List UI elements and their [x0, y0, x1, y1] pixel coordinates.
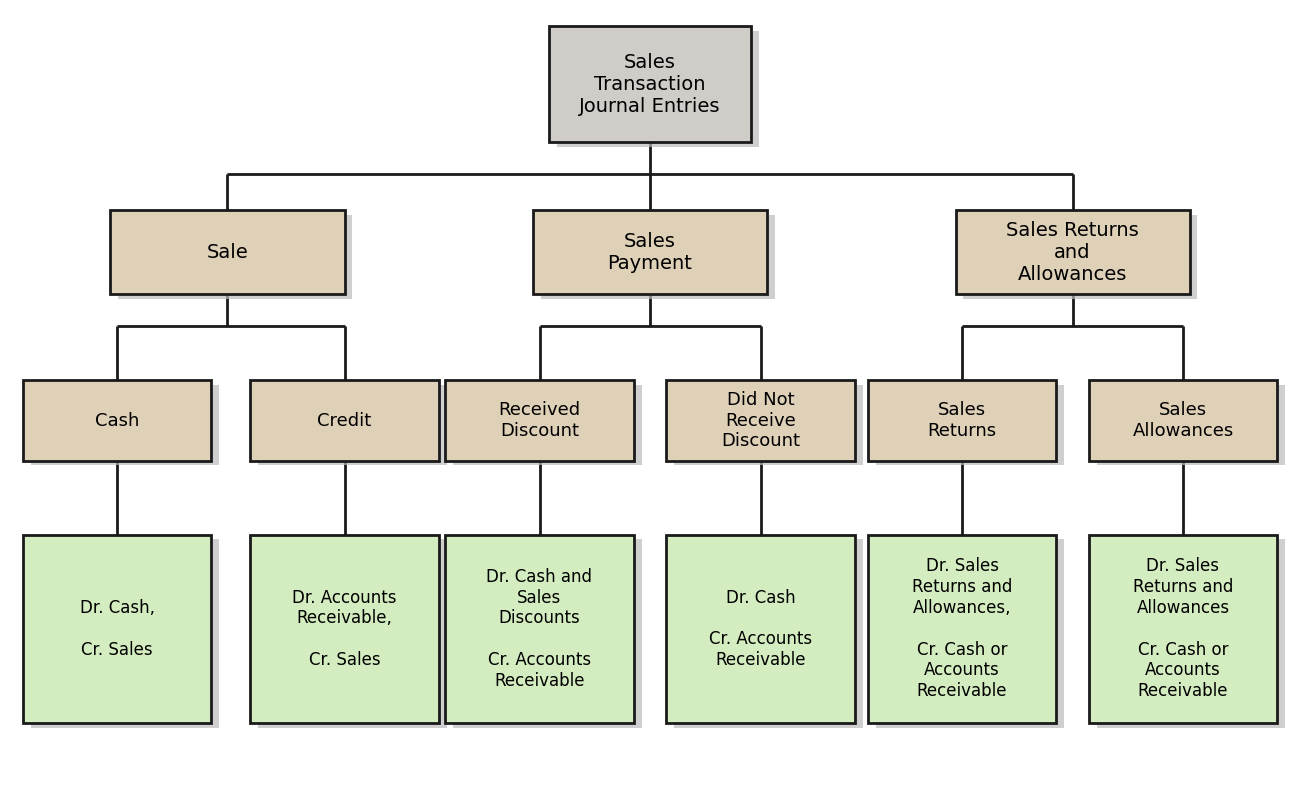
FancyBboxPatch shape	[556, 30, 759, 147]
FancyBboxPatch shape	[673, 540, 863, 727]
FancyBboxPatch shape	[876, 540, 1063, 727]
FancyBboxPatch shape	[963, 215, 1197, 299]
Text: Sales Returns
and
Allowances: Sales Returns and Allowances	[1006, 221, 1139, 284]
FancyBboxPatch shape	[673, 385, 863, 465]
FancyBboxPatch shape	[533, 210, 767, 294]
FancyBboxPatch shape	[257, 385, 447, 465]
FancyBboxPatch shape	[250, 535, 439, 723]
FancyBboxPatch shape	[868, 535, 1056, 723]
FancyBboxPatch shape	[868, 380, 1056, 461]
FancyBboxPatch shape	[1089, 535, 1277, 723]
FancyBboxPatch shape	[1096, 385, 1284, 465]
FancyBboxPatch shape	[257, 540, 447, 727]
FancyBboxPatch shape	[118, 215, 352, 299]
FancyBboxPatch shape	[666, 380, 855, 461]
Text: Sale: Sale	[207, 243, 248, 262]
Text: Dr. Cash,

Cr. Sales: Dr. Cash, Cr. Sales	[79, 599, 155, 658]
FancyBboxPatch shape	[250, 380, 439, 461]
Text: Cash: Cash	[95, 412, 139, 429]
Text: Dr. Sales
Returns and
Allowances,

Cr. Cash or
Accounts
Receivable: Dr. Sales Returns and Allowances, Cr. Ca…	[911, 557, 1013, 700]
FancyBboxPatch shape	[31, 540, 218, 727]
FancyBboxPatch shape	[956, 210, 1190, 294]
Text: Sales
Allowances: Sales Allowances	[1132, 401, 1234, 440]
FancyBboxPatch shape	[876, 385, 1063, 465]
FancyBboxPatch shape	[31, 385, 218, 465]
Text: Dr. Cash and
Sales
Discounts

Cr. Accounts
Receivable: Dr. Cash and Sales Discounts Cr. Account…	[486, 568, 593, 690]
FancyBboxPatch shape	[111, 210, 344, 294]
Text: Dr. Sales
Returns and
Allowances

Cr. Cash or
Accounts
Receivable: Dr. Sales Returns and Allowances Cr. Cas…	[1132, 557, 1234, 700]
FancyBboxPatch shape	[23, 380, 211, 461]
FancyBboxPatch shape	[1096, 540, 1284, 727]
FancyBboxPatch shape	[666, 535, 855, 723]
Text: Sales
Returns: Sales Returns	[927, 401, 997, 440]
FancyBboxPatch shape	[445, 380, 633, 461]
Text: Credit: Credit	[317, 412, 372, 429]
Text: Sales
Transaction
Journal Entries: Sales Transaction Journal Entries	[580, 53, 720, 115]
Text: Dr. Cash

Cr. Accounts
Receivable: Dr. Cash Cr. Accounts Receivable	[708, 589, 812, 669]
FancyBboxPatch shape	[452, 385, 641, 465]
Text: Received
Discount: Received Discount	[498, 401, 581, 440]
Text: Dr. Accounts
Receivable,

Cr. Sales: Dr. Accounts Receivable, Cr. Sales	[292, 589, 396, 669]
FancyBboxPatch shape	[1089, 380, 1277, 461]
Text: Did Not
Receive
Discount: Did Not Receive Discount	[722, 391, 800, 450]
FancyBboxPatch shape	[549, 26, 751, 143]
FancyBboxPatch shape	[23, 535, 211, 723]
FancyBboxPatch shape	[452, 540, 641, 727]
Text: Sales
Payment: Sales Payment	[607, 231, 693, 273]
FancyBboxPatch shape	[541, 215, 775, 299]
FancyBboxPatch shape	[445, 535, 633, 723]
